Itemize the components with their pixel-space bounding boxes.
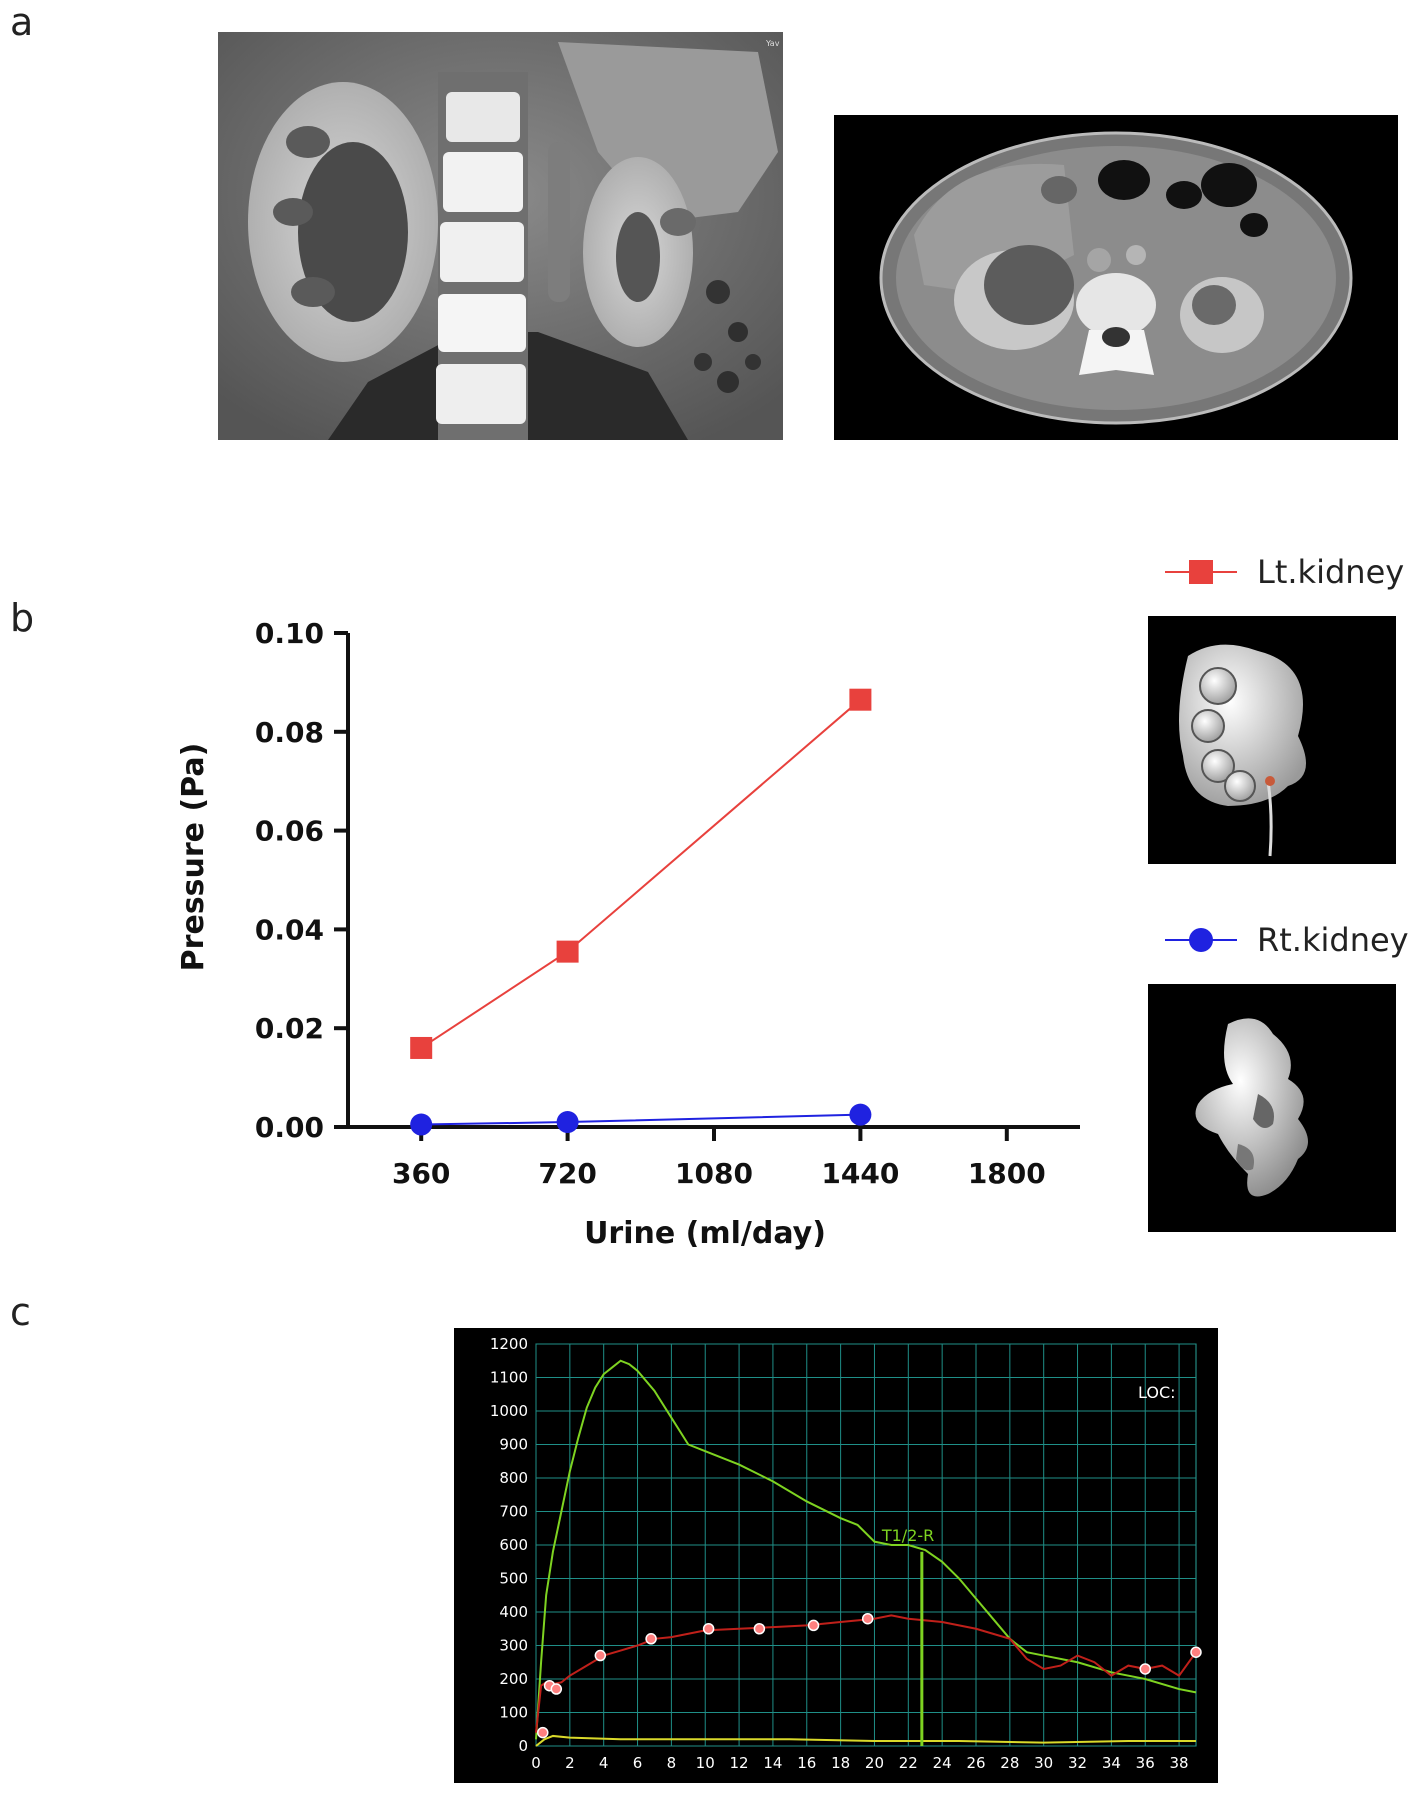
data-point-square	[849, 688, 872, 711]
y-tick-label: 900	[499, 1436, 528, 1454]
x-tick-label: 30	[1034, 1754, 1053, 1772]
y-tick-label: 0.10	[255, 617, 324, 650]
x-tick-label: 20	[865, 1754, 884, 1772]
y-tick-label: 0.08	[255, 716, 324, 749]
data-point-circle	[556, 1111, 579, 1134]
y-tick-label: 1100	[490, 1369, 528, 1387]
x-tick-label: 24	[933, 1754, 952, 1772]
x-tick-label: 1440	[821, 1157, 899, 1190]
renogram-marker	[702, 1623, 715, 1635]
panel-label-a: a	[10, 0, 34, 44]
series-line-0	[420, 698, 862, 1049]
chart-x-axis-label: Urine (ml/day)	[584, 1216, 826, 1251]
data-point-circle	[849, 1103, 872, 1126]
renogram-marker	[1190, 1646, 1202, 1658]
panel-label-b: b	[10, 596, 35, 640]
x-tick-label: 2	[565, 1754, 575, 1772]
legend-right-kidney-label: Rt.kidney	[1257, 921, 1409, 959]
y-tick-label: 100	[499, 1704, 528, 1722]
left-kidney-3d-render	[1148, 616, 1396, 864]
x-tick-label: 14	[763, 1754, 782, 1772]
x-tick-label: 0	[531, 1754, 541, 1772]
y-tick-label: 0	[518, 1737, 528, 1755]
renogram-marker	[594, 1649, 607, 1662]
legend-left-kidney-swatch	[1165, 560, 1237, 584]
renogram-curve-0	[535, 1359, 1197, 1740]
left-kidney-3d-illustration	[1148, 616, 1396, 864]
t-half-annotation: T1/2-R	[881, 1526, 934, 1545]
legend-left-kidney: Lt.kidney	[1165, 553, 1404, 591]
renogram-marker	[753, 1623, 766, 1635]
x-tick-label: 38	[1170, 1754, 1189, 1772]
chart-y-axis-label: Pressure (Pa)	[176, 743, 211, 972]
x-tick-label: 18	[831, 1754, 850, 1772]
loc-label: LOC:	[1138, 1383, 1176, 1402]
renogram-curve-2	[535, 1734, 1196, 1747]
pressure-vs-urine-chart: 0.00 0.02 0.04 0.06 0.08 0.10 360 720 1080 1440 18…	[176, 617, 1080, 1251]
y-tick-label: 0.02	[255, 1012, 324, 1045]
right-kidney-3d-illustration	[1148, 984, 1396, 1232]
y-tick-label: 800	[499, 1469, 528, 1487]
renogram-marker	[861, 1612, 874, 1625]
x-tick-label: 36	[1136, 1754, 1155, 1772]
y-tick-label: 400	[499, 1603, 528, 1621]
renogram-marker	[645, 1633, 657, 1645]
renogram-marker	[1139, 1663, 1151, 1675]
x-tick-label: 28	[1000, 1754, 1019, 1772]
panel-label-c: c	[10, 1290, 31, 1334]
legend-left-kidney-label: Lt.kidney	[1257, 553, 1405, 591]
series-line-1	[421, 1113, 861, 1126]
y-tick-label: 1200	[490, 1335, 528, 1353]
axial-ct-illustration	[834, 115, 1398, 440]
y-tick-label: 500	[499, 1570, 528, 1588]
x-tick-label: 1800	[968, 1157, 1046, 1190]
x-tick-label: 1080	[675, 1157, 753, 1190]
x-tick-label: 8	[667, 1754, 677, 1772]
y-tick-label: 0.00	[255, 1111, 324, 1144]
x-tick-label: 12	[730, 1754, 749, 1772]
renogram-curve-1	[535, 1614, 1197, 1733]
x-tick-label: 26	[966, 1754, 985, 1772]
legend-right-kidney: Rt.kidney	[1165, 921, 1409, 959]
data-point-circle	[410, 1113, 433, 1136]
y-tick-label: 300	[499, 1637, 528, 1655]
x-tick-label: 360	[392, 1157, 450, 1190]
x-tick-label: 4	[599, 1754, 609, 1772]
x-tick-label: 6	[633, 1754, 643, 1772]
y-tick-label: 0.04	[255, 913, 324, 946]
renogram-marker	[537, 1726, 549, 1739]
coronal-ct-illustration: Yav	[218, 32, 783, 440]
x-tick-label: 10	[696, 1754, 715, 1772]
legend-right-kidney-swatch	[1165, 928, 1237, 952]
renogram-marker	[550, 1683, 563, 1695]
renogram-chart: 0 2 4 6 8 10 12 14 16 18 20 22 24 26 28 30 32 34 36 3801002…	[446, 1328, 1218, 1783]
data-point-square	[410, 1036, 433, 1059]
data-point-square	[556, 940, 579, 963]
coronal-ct-image: Yav	[218, 32, 783, 440]
y-tick-label: 1000	[490, 1402, 528, 1420]
x-tick-label: 32	[1068, 1754, 1087, 1772]
x-tick-label: 720	[538, 1157, 596, 1190]
y-tick-label: 600	[499, 1536, 528, 1554]
y-tick-label: 0.06	[255, 815, 324, 848]
x-tick-label: 22	[899, 1754, 918, 1772]
ct-corner-text: Yav	[765, 39, 780, 48]
renogram-marker	[807, 1619, 820, 1632]
x-tick-label: 34	[1102, 1754, 1121, 1772]
y-tick-label: 200	[499, 1670, 528, 1688]
x-tick-label: 16	[797, 1754, 816, 1772]
y-tick-label: 700	[499, 1503, 528, 1521]
axial-ct-image	[834, 115, 1398, 440]
right-kidney-3d-render	[1148, 984, 1396, 1232]
